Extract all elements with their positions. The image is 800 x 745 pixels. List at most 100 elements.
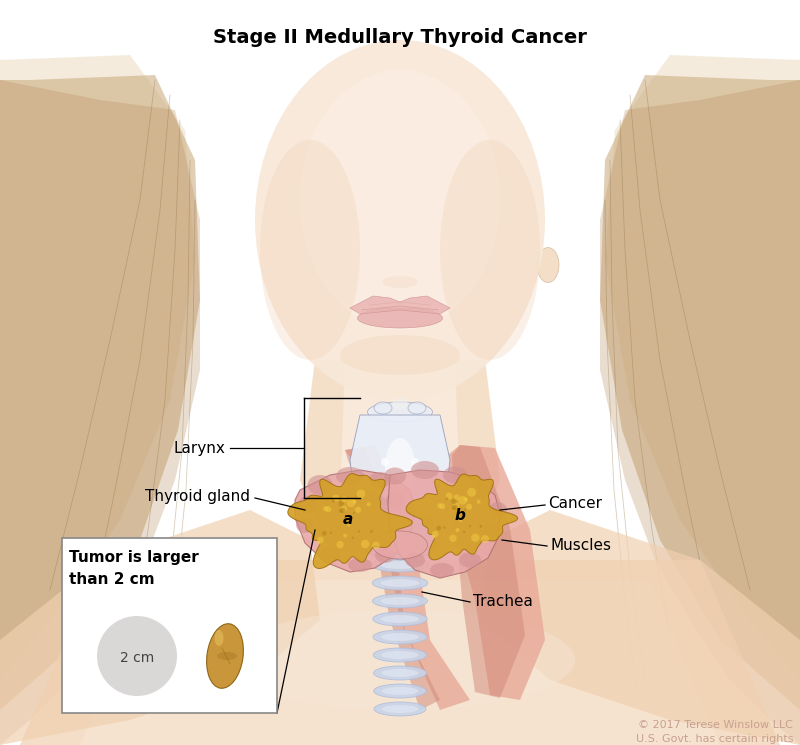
Polygon shape xyxy=(362,515,438,560)
Ellipse shape xyxy=(373,531,427,559)
Ellipse shape xyxy=(340,508,346,513)
Ellipse shape xyxy=(384,468,406,484)
Ellipse shape xyxy=(411,461,439,479)
Ellipse shape xyxy=(322,531,326,536)
Ellipse shape xyxy=(296,517,314,533)
Ellipse shape xyxy=(479,525,482,527)
Ellipse shape xyxy=(366,502,370,507)
Polygon shape xyxy=(20,560,780,745)
Ellipse shape xyxy=(374,684,426,698)
Ellipse shape xyxy=(446,492,453,500)
Ellipse shape xyxy=(353,512,355,514)
Ellipse shape xyxy=(392,398,408,410)
Ellipse shape xyxy=(464,498,468,501)
Ellipse shape xyxy=(459,553,481,568)
Ellipse shape xyxy=(372,558,428,572)
Ellipse shape xyxy=(432,530,438,537)
Ellipse shape xyxy=(451,498,457,504)
Polygon shape xyxy=(480,510,800,745)
Ellipse shape xyxy=(351,536,354,539)
Ellipse shape xyxy=(373,612,427,626)
Polygon shape xyxy=(80,580,720,745)
Polygon shape xyxy=(406,474,518,559)
Ellipse shape xyxy=(323,506,328,511)
Ellipse shape xyxy=(467,488,476,497)
Ellipse shape xyxy=(381,458,389,466)
Ellipse shape xyxy=(458,496,467,505)
Ellipse shape xyxy=(443,466,467,484)
Ellipse shape xyxy=(405,553,425,568)
Ellipse shape xyxy=(453,502,459,509)
Text: b: b xyxy=(454,509,466,524)
Ellipse shape xyxy=(357,489,366,498)
Polygon shape xyxy=(288,474,412,568)
Polygon shape xyxy=(455,360,500,540)
Ellipse shape xyxy=(477,500,481,504)
Ellipse shape xyxy=(382,651,418,659)
Ellipse shape xyxy=(217,652,237,660)
Ellipse shape xyxy=(307,475,333,495)
Text: Muscles: Muscles xyxy=(550,539,611,554)
Ellipse shape xyxy=(369,472,391,488)
Ellipse shape xyxy=(317,540,322,545)
Ellipse shape xyxy=(430,563,454,577)
Ellipse shape xyxy=(352,499,356,503)
Ellipse shape xyxy=(471,533,479,542)
Ellipse shape xyxy=(436,525,441,530)
Ellipse shape xyxy=(374,702,426,716)
Polygon shape xyxy=(0,510,320,745)
Ellipse shape xyxy=(381,633,419,641)
Ellipse shape xyxy=(439,504,446,510)
Ellipse shape xyxy=(355,507,362,513)
Ellipse shape xyxy=(469,525,471,527)
Polygon shape xyxy=(605,55,800,680)
Ellipse shape xyxy=(446,497,449,501)
Ellipse shape xyxy=(367,402,433,422)
Ellipse shape xyxy=(373,594,427,608)
Polygon shape xyxy=(345,447,440,710)
Ellipse shape xyxy=(432,534,436,539)
Ellipse shape xyxy=(464,508,466,511)
Ellipse shape xyxy=(440,140,540,360)
Ellipse shape xyxy=(481,535,489,543)
Text: Cancer: Cancer xyxy=(548,496,602,512)
Ellipse shape xyxy=(452,506,456,510)
Ellipse shape xyxy=(338,501,344,507)
Ellipse shape xyxy=(382,687,418,695)
Polygon shape xyxy=(600,80,800,745)
Text: Thyroid gland: Thyroid gland xyxy=(145,489,250,504)
Ellipse shape xyxy=(353,501,357,504)
Text: than 2 cm: than 2 cm xyxy=(69,572,154,587)
Ellipse shape xyxy=(336,467,364,485)
Ellipse shape xyxy=(382,705,418,713)
Ellipse shape xyxy=(317,536,324,543)
Ellipse shape xyxy=(453,504,458,510)
Ellipse shape xyxy=(443,526,446,529)
Polygon shape xyxy=(388,470,500,578)
Ellipse shape xyxy=(341,505,347,512)
Ellipse shape xyxy=(438,503,442,508)
Ellipse shape xyxy=(463,531,466,533)
Polygon shape xyxy=(0,55,195,680)
Polygon shape xyxy=(345,445,470,710)
Ellipse shape xyxy=(373,630,427,644)
Ellipse shape xyxy=(325,507,331,513)
Ellipse shape xyxy=(459,519,462,522)
Ellipse shape xyxy=(537,247,559,282)
Polygon shape xyxy=(600,75,800,710)
Ellipse shape xyxy=(255,40,545,400)
Ellipse shape xyxy=(483,522,501,538)
Ellipse shape xyxy=(386,492,404,508)
Polygon shape xyxy=(295,470,415,572)
Text: a: a xyxy=(343,513,353,527)
Ellipse shape xyxy=(372,542,380,549)
Ellipse shape xyxy=(340,335,460,375)
Ellipse shape xyxy=(454,495,460,501)
Ellipse shape xyxy=(225,610,575,710)
Ellipse shape xyxy=(298,496,318,514)
Ellipse shape xyxy=(346,498,355,507)
Ellipse shape xyxy=(206,624,243,688)
Text: 2 cm: 2 cm xyxy=(120,651,154,665)
Ellipse shape xyxy=(332,495,339,501)
Ellipse shape xyxy=(463,497,467,501)
